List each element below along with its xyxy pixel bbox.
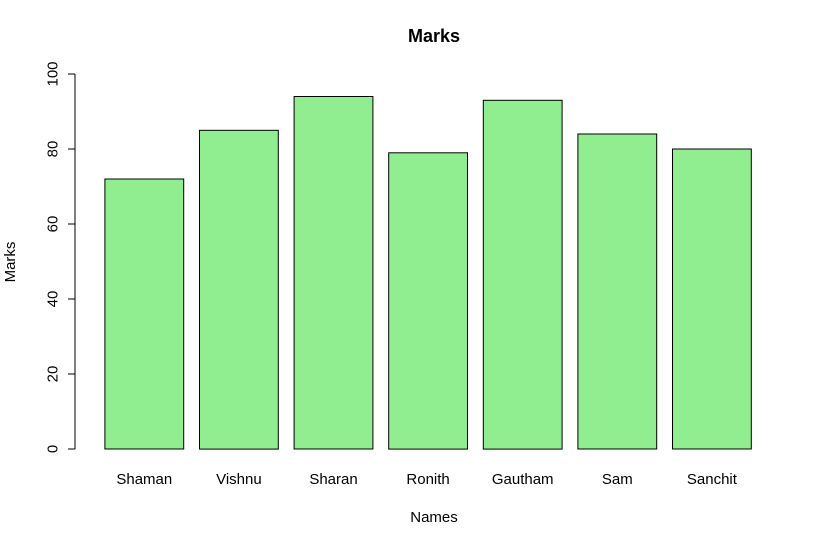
y-tick-label: 80	[45, 141, 62, 158]
bar-vishnu	[199, 129, 279, 450]
bar-shaman	[104, 178, 185, 450]
y-tick-label: 20	[45, 366, 62, 383]
bar-sanchit	[672, 148, 752, 450]
y-axis-label: Marks	[2, 242, 19, 283]
bar-sharan	[293, 96, 374, 450]
x-tick-label: Vishnu	[216, 471, 262, 488]
bar-sam	[577, 133, 658, 450]
y-tick-label: 60	[45, 216, 62, 233]
x-tick-label: Sanchit	[687, 471, 738, 488]
y-tick-label: 0	[45, 445, 62, 453]
y-axis: 0 20 40 60 80 100	[45, 61, 76, 453]
bars-group	[104, 96, 752, 450]
x-tick-label: Sam	[602, 471, 633, 488]
x-tick-label: Shaman	[116, 471, 172, 488]
x-tick-labels: Shaman Vishnu Sharan Ronith Gautham Sam Sanchi…	[116, 471, 737, 488]
y-tick-label: 100	[45, 61, 62, 86]
x-tick-label: Gautham	[492, 471, 554, 488]
y-tick-label: 40	[45, 291, 62, 308]
x-axis-label: Names	[410, 509, 458, 526]
chart-title: Marks	[408, 26, 460, 46]
bar-ronith	[388, 152, 469, 450]
x-tick-label: Sharan	[309, 471, 357, 488]
x-tick-label: Ronith	[406, 471, 449, 488]
bar-gautham	[482, 99, 563, 450]
